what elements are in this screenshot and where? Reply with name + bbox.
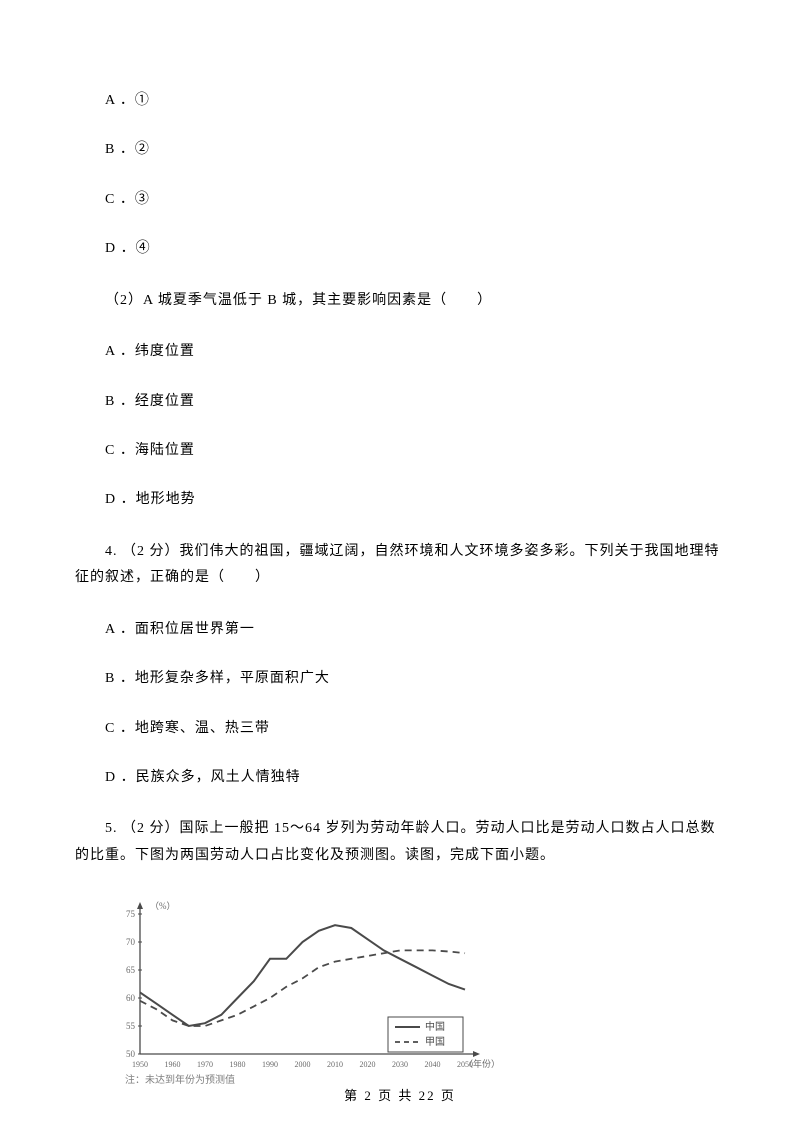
option-c1: C ．③ (75, 189, 725, 211)
chart-svg: 75 70 65 60 55 50 （%） 1950 1960 1970 198… (105, 897, 505, 1097)
legend-jia-label: 甲国 (425, 1036, 445, 1048)
svg-text:2010: 2010 (327, 1060, 343, 1069)
ytick-70: 70 (126, 937, 136, 947)
option-c4: C ．地跨寒、温、热三带 (75, 718, 725, 740)
ytick-75: 75 (126, 909, 136, 919)
chart-note: 注：未达到年份为预测值 (125, 1073, 235, 1086)
china-line (140, 925, 465, 1026)
svg-text:1950: 1950 (132, 1060, 148, 1069)
svg-text:1990: 1990 (262, 1060, 278, 1069)
ytick-65: 65 (126, 965, 136, 975)
x-axis-arrow (473, 1051, 480, 1057)
question-4-stem: 4. （2 分）我们伟大的祖国，疆域辽阔，自然环境和人文环境多姿多彩。下列关于我… (75, 539, 725, 592)
option-d2: D ．地形地势 (75, 489, 725, 511)
svg-text:1960: 1960 (165, 1060, 181, 1069)
svg-text:2020: 2020 (360, 1060, 376, 1069)
legend-china-label: 中国 (425, 1020, 445, 1033)
svg-text:2040: 2040 (425, 1060, 441, 1069)
option-b2: B ．经度位置 (75, 391, 725, 413)
svg-text:2030: 2030 (392, 1060, 408, 1069)
question-2-stem: （2）A 城夏季气温低于 B 城，其主要影响因素是（ ） (75, 288, 725, 315)
svg-text:2000: 2000 (295, 1060, 311, 1069)
option-a1: A ．① (75, 90, 725, 112)
option-c2: C ．海陆位置 (75, 440, 725, 462)
question-5-stem: 5. （2 分）国际上一般把 15～64 岁列为劳动年龄人口。劳动人口比是劳动人… (75, 816, 725, 869)
x-axis-group: 1950 1960 1970 1980 1990 2000 2010 2020 … (132, 1058, 500, 1069)
y-axis-label: （%） (150, 901, 176, 911)
option-b4: B ．地形复杂多样，平原面积广大 (75, 668, 725, 690)
jia-line (140, 950, 465, 1026)
svg-text:1970: 1970 (197, 1060, 213, 1069)
labor-population-chart: 75 70 65 60 55 50 （%） 1950 1960 1970 198… (105, 897, 505, 1097)
svg-text:1980: 1980 (230, 1060, 246, 1069)
option-a2: A ．纬度位置 (75, 341, 725, 363)
option-d1: D ．④ (75, 238, 725, 260)
ytick-50: 50 (126, 1049, 136, 1059)
option-b1: B ．② (75, 139, 725, 161)
ytick-55: 55 (126, 1021, 136, 1031)
x-axis-label: （年份） (464, 1058, 500, 1069)
option-d4: D ．民族众多，风土人情独特 (75, 767, 725, 789)
option-a4: A ．面积位居世界第一 (75, 619, 725, 641)
page-footer: 第 2 页 共 22 页 (0, 1085, 800, 1104)
ytick-60: 60 (126, 993, 136, 1003)
y-axis-arrow (137, 902, 143, 909)
